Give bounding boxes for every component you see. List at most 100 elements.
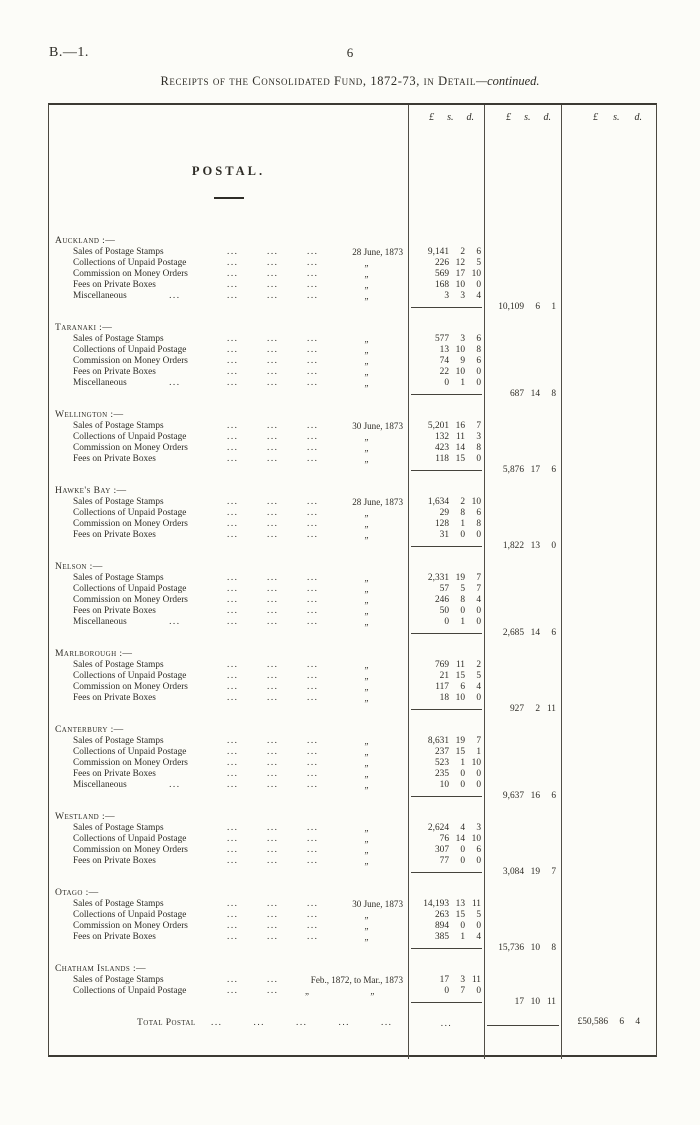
money-column-3-cell bbox=[561, 932, 656, 943]
description-cell: Collections of Unpaid Postage......... „ bbox=[49, 258, 408, 269]
description-cell bbox=[49, 628, 408, 640]
money-column-3-cell bbox=[561, 345, 656, 356]
money-column-2-cell bbox=[484, 606, 561, 617]
amount-pence: 0 bbox=[476, 378, 481, 388]
amount-pounds: 894 bbox=[434, 921, 449, 931]
money-column-3-cell bbox=[561, 334, 656, 345]
money-column-3-cell bbox=[561, 356, 656, 367]
leader-dots-cell: ... bbox=[267, 334, 279, 344]
money-column-3-cell bbox=[561, 432, 656, 443]
leader-dots-cell: ... bbox=[267, 378, 279, 388]
leader-dots-cell: ... bbox=[267, 432, 279, 442]
leader-dots-cell: ... bbox=[267, 595, 279, 605]
line-item: Commission on Money Orders......... „ bbox=[49, 595, 408, 606]
description-cell: Sales of Postage Stamps......... 28 June,… bbox=[49, 497, 408, 508]
leader-dots-cell: ... bbox=[267, 671, 279, 681]
amount-pence: 6 bbox=[476, 845, 481, 855]
item-label: Fees on Private Boxes bbox=[73, 932, 156, 942]
leader-dots-cell: ... bbox=[227, 986, 239, 996]
subtotal-rule bbox=[411, 307, 482, 308]
description-cell: Fees on Private Boxes......... „ bbox=[49, 530, 408, 541]
amount-pounds: 9,637 bbox=[502, 791, 524, 801]
line-item: Fees on Private Boxes......... „ bbox=[49, 606, 408, 617]
amount-shillings: 0 bbox=[460, 856, 465, 866]
money-column-1-cell: 22 10 0 bbox=[408, 367, 484, 378]
page-number: 6 bbox=[346, 45, 354, 60]
amount-pounds: 132 bbox=[434, 432, 449, 442]
province-heading: Nelson :— bbox=[55, 561, 103, 572]
leader-dots-cell: ... bbox=[227, 845, 239, 855]
date-cell: „ bbox=[364, 660, 369, 670]
item-label: Commission on Money Orders bbox=[73, 356, 188, 366]
province-heading: Wellington :— bbox=[55, 409, 124, 420]
money-column-3-cell bbox=[561, 454, 656, 465]
amount-pounds: 10,109 bbox=[498, 302, 524, 312]
leader-dots: ... bbox=[253, 1018, 265, 1028]
line-item: Sales of Postage Stamps......... 30 June,… bbox=[49, 421, 408, 432]
description-cell bbox=[49, 302, 408, 314]
description-cell: Fees on Private Boxes......... „ bbox=[49, 280, 408, 291]
description-cell: Total Postal............... bbox=[49, 1017, 408, 1033]
description-cell bbox=[49, 181, 408, 223]
amount-shillings: 11 bbox=[455, 660, 465, 670]
amount-pence: 6 bbox=[476, 508, 481, 518]
money-column-3-cell bbox=[561, 910, 656, 921]
amount-pounds: 5,201 bbox=[427, 421, 449, 431]
amount-pounds: 523 bbox=[434, 758, 449, 768]
date-cell: „ bbox=[364, 595, 369, 605]
description-cell: Commission on Money Orders......... „ bbox=[49, 682, 408, 693]
money-column-1-cell bbox=[408, 409, 484, 421]
leader-dots: ... bbox=[169, 780, 181, 790]
item-label-cell: Sales of Postage Stamps bbox=[73, 247, 223, 258]
line-item: Sales of Postage Stamps......... 28 June,… bbox=[49, 247, 408, 258]
description-cell bbox=[49, 997, 408, 1009]
money-column-2-cell: 3,084 19 7 bbox=[484, 867, 561, 879]
amount-pounds: 687 bbox=[509, 389, 524, 399]
money-column-2-cell bbox=[484, 921, 561, 932]
money-column-1-cell bbox=[408, 724, 484, 736]
money-column-1-cell bbox=[408, 955, 484, 963]
line-item: Sales of Postage Stamps......... „ bbox=[49, 660, 408, 671]
item-label: Sales of Postage Stamps bbox=[73, 497, 164, 507]
subtotal-rule bbox=[411, 546, 482, 547]
amount-pence: 8 bbox=[551, 389, 556, 399]
leader-dots-cell: ... bbox=[267, 367, 279, 377]
money-column-2-cell bbox=[484, 879, 561, 887]
province-heading: Auckland :— bbox=[55, 235, 116, 246]
money-column-1-cell: 77 0 0 bbox=[408, 856, 484, 867]
amount-shillings: 0 bbox=[460, 845, 465, 855]
leader-dots-cell: ... bbox=[227, 856, 239, 866]
amount-pounds: 0 bbox=[444, 617, 449, 627]
money-column-1-cell bbox=[408, 640, 484, 648]
description-cell: Collections of Unpaid Postage......... „ bbox=[49, 834, 408, 845]
amount-shillings: 6 bbox=[619, 1017, 624, 1027]
amount-pounds: 263 bbox=[434, 910, 449, 920]
money-column-3-cell bbox=[561, 975, 656, 986]
leader-dots-cell: ... bbox=[227, 454, 239, 464]
amount-pounds: 0 bbox=[444, 378, 449, 388]
leader-dots: ... bbox=[169, 291, 181, 301]
date-cell: „ bbox=[364, 334, 369, 344]
leader-dots-cell: ... bbox=[267, 573, 279, 583]
amount-pounds: 21 bbox=[439, 671, 449, 681]
amount-pence: 10 bbox=[471, 834, 481, 844]
item-label-cell: Sales of Postage Stamps bbox=[73, 823, 223, 834]
description-cell: Sales of Postage Stamps......... „ bbox=[49, 660, 408, 671]
leader-dots-cell: ... bbox=[227, 508, 239, 518]
date-cell: „ bbox=[364, 258, 369, 268]
item-label: Miscellaneous bbox=[73, 291, 127, 301]
date-cell: „ bbox=[364, 367, 369, 377]
leader-dots-cell: ... bbox=[307, 291, 319, 301]
money-column-1-cell: 385 1 4 bbox=[408, 932, 484, 943]
money-column-2-cell bbox=[484, 932, 561, 943]
amount-pence: 11 bbox=[471, 899, 481, 909]
item-label-cell: Collections of Unpaid Postage bbox=[73, 432, 223, 443]
leader-dots-cell: ... bbox=[227, 291, 239, 301]
date-cell: „ bbox=[364, 454, 369, 464]
leader-dots-cell: ... bbox=[307, 454, 319, 464]
item-label-cell: Fees on Private Boxes bbox=[73, 932, 223, 943]
item-label-cell: Sales of Postage Stamps bbox=[73, 736, 223, 747]
item-label-cell: Miscellaneous... bbox=[73, 780, 223, 791]
line-item: Fees on Private Boxes......... „ bbox=[49, 367, 408, 378]
money-column-3-cell bbox=[561, 497, 656, 508]
